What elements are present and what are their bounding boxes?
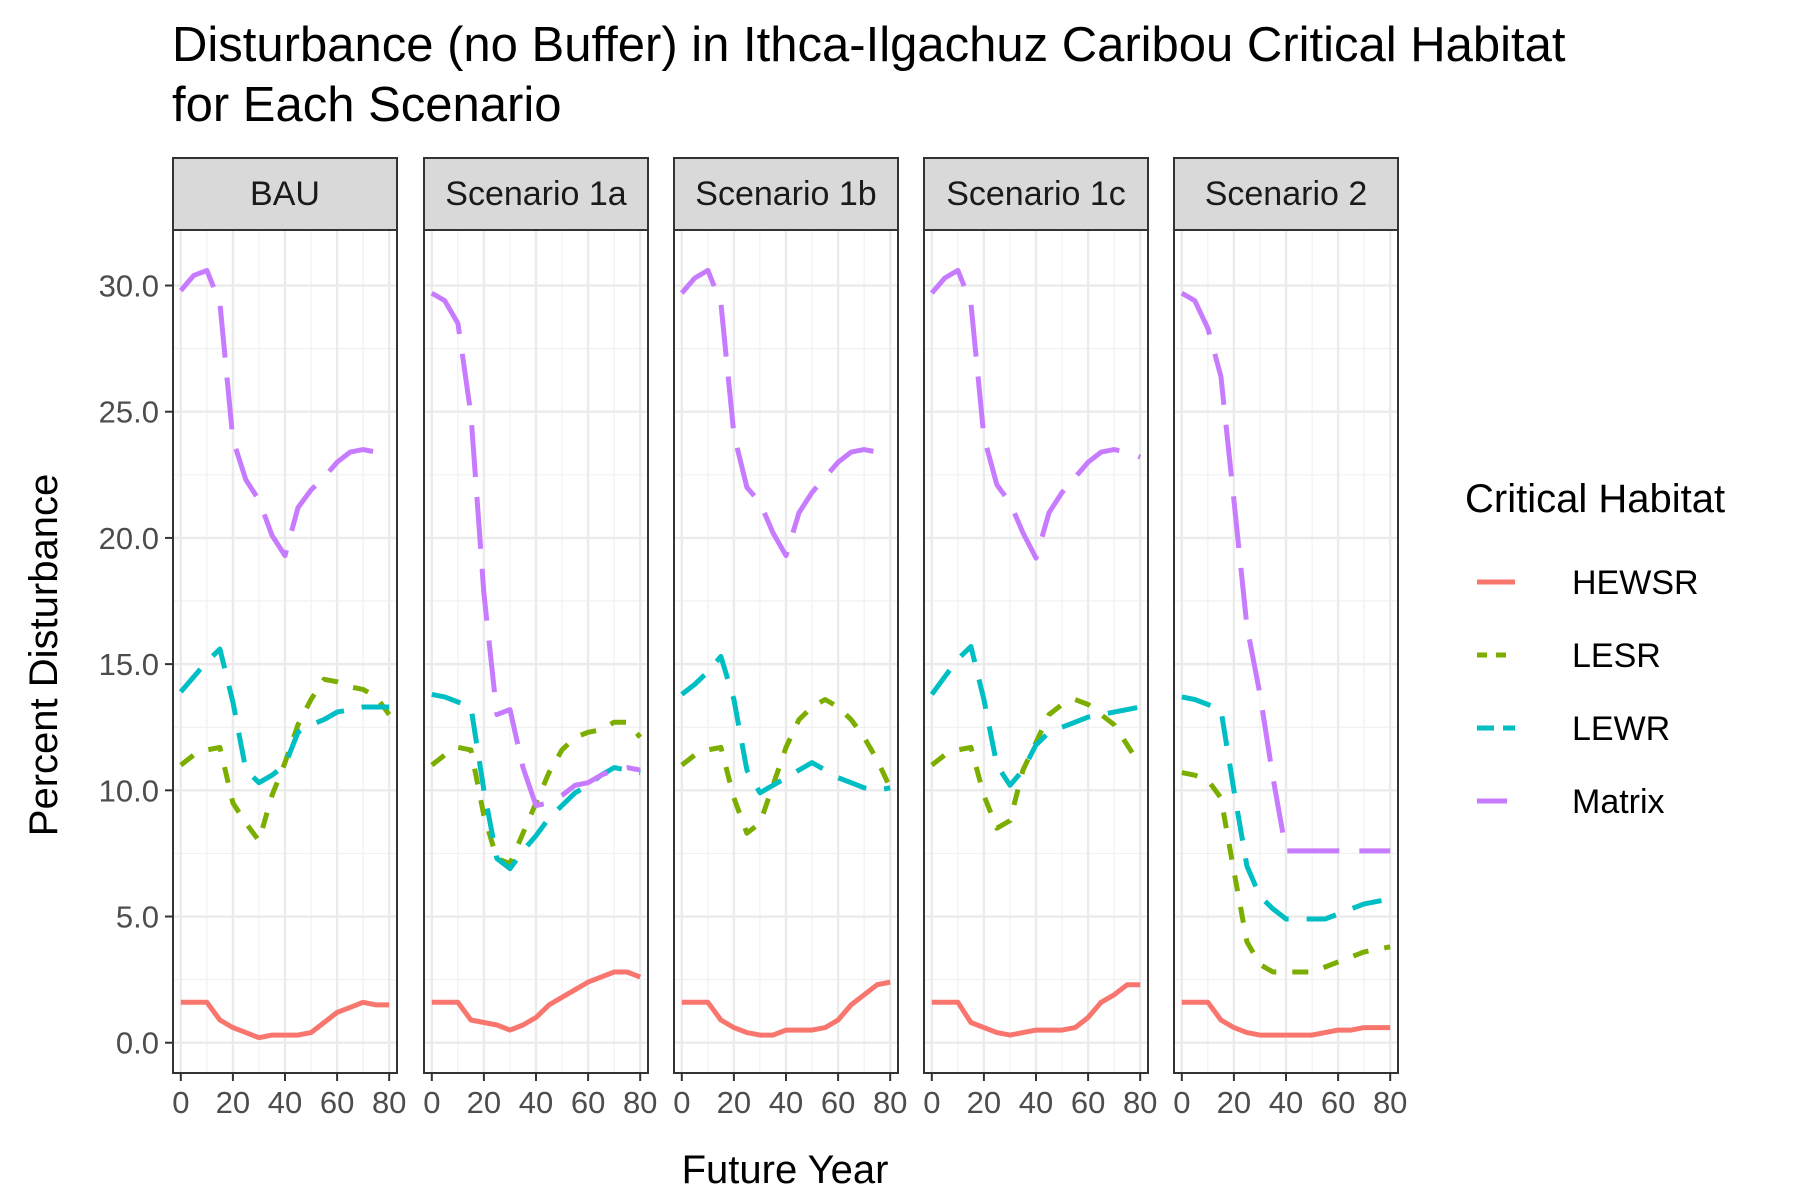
x-tick-label: 20 xyxy=(717,1085,751,1120)
x-tick-label: 0 xyxy=(673,1085,690,1120)
strip-label: Scenario 1a xyxy=(445,175,627,213)
facet-scenario-2: Scenario 2 0 20 40 60 80 xyxy=(1173,157,1407,1120)
series-line-matrix xyxy=(430,290,641,808)
legend: Critical Habitat HEWSR LESR LEWR Matrix xyxy=(1465,477,1725,821)
x-tick-label: 80 xyxy=(623,1085,657,1120)
series-line-hewsr xyxy=(931,982,1141,1038)
series-line-hewsr xyxy=(431,969,642,1033)
series-line-hewsr xyxy=(180,999,390,1041)
x-tick-label: 80 xyxy=(372,1085,406,1120)
y-axis: 0.0 5.0 10.0 15.0 20.0 25.0 30.0 xyxy=(99,269,173,1061)
chart-title-line-2: for Each Scenario xyxy=(172,78,562,132)
legend-label-lewr: LEWR xyxy=(1572,710,1670,748)
y-tick-label: 15.0 xyxy=(99,647,159,682)
x-axis-title: Future Year xyxy=(682,1148,889,1192)
series-line-lewr xyxy=(680,654,891,796)
strip-background xyxy=(423,157,649,231)
x-tick-label: 60 xyxy=(821,1085,855,1120)
strip-background xyxy=(923,157,1149,231)
facet-scenario-1a: Scenario 1a 0 20 40 60 80 xyxy=(423,157,657,1120)
facet-bau: BAU 0 20 40 60 80 xyxy=(172,157,406,1120)
x-tick-label: 80 xyxy=(1123,1085,1157,1120)
series-line-lewr xyxy=(929,644,1141,788)
x-tick-label: 40 xyxy=(268,1085,302,1120)
series-line-matrix xyxy=(929,267,1142,561)
series-line-hewsr xyxy=(681,979,891,1038)
x-tick-label: 20 xyxy=(467,1085,501,1120)
x-tick-label: 40 xyxy=(519,1085,553,1120)
series-line-lesr xyxy=(1181,770,1391,975)
y-tick-label: 30.0 xyxy=(99,269,159,304)
x-tick-label: 0 xyxy=(423,1085,440,1120)
series-line-matrix xyxy=(178,267,391,559)
series-line-matrix xyxy=(1180,290,1391,854)
facet-scenario-1b: Scenario 1b 0 20 40 60 80 xyxy=(673,157,907,1120)
x-tick-label: 40 xyxy=(1019,1085,1053,1120)
legend-label-hewsr: HEWSR xyxy=(1572,564,1699,602)
x-tick-label: 20 xyxy=(967,1085,1001,1120)
legend-title: Critical Habitat xyxy=(1465,477,1725,521)
x-tick-label: 60 xyxy=(1071,1085,1105,1120)
series-line-lewr xyxy=(1181,694,1391,922)
strip-background xyxy=(673,157,899,231)
series-line-lesr xyxy=(179,676,392,844)
x-tick-label: 0 xyxy=(1173,1085,1190,1120)
y-tick-label: 20.0 xyxy=(99,521,159,556)
strip-background xyxy=(1173,157,1399,231)
x-tick-label: 0 xyxy=(172,1085,189,1120)
x-tick-label: 0 xyxy=(923,1085,940,1120)
y-tick-label: 5.0 xyxy=(116,900,159,935)
strip-label: Scenario 1c xyxy=(946,175,1126,213)
series-line-matrix xyxy=(679,267,892,559)
strip-label: Scenario 2 xyxy=(1205,175,1368,213)
series-line-lewr xyxy=(178,646,390,786)
x-tick-label: 20 xyxy=(1217,1085,1251,1120)
strip-label: BAU xyxy=(250,175,320,213)
y-tick-label: 0.0 xyxy=(116,1026,159,1061)
strip-label: Scenario 1b xyxy=(695,175,876,213)
legend-label-lesr: LESR xyxy=(1572,637,1661,675)
chart-title-line-1: Disturbance (no Buffer) in Ithca-Ilgachu… xyxy=(172,18,1566,72)
y-axis-title: Percent Disturbance xyxy=(22,474,66,836)
x-tick-label: 80 xyxy=(1373,1085,1407,1120)
strip-background xyxy=(172,157,398,231)
x-tick-label: 80 xyxy=(873,1085,907,1120)
x-tick-label: 60 xyxy=(1321,1085,1355,1120)
x-tick-label: 60 xyxy=(320,1085,354,1120)
y-tick-label: 25.0 xyxy=(99,395,159,430)
x-tick-label: 40 xyxy=(1269,1085,1303,1120)
legend-label-matrix: Matrix xyxy=(1572,783,1665,821)
series-line-lesr xyxy=(680,697,893,836)
x-tick-label: 40 xyxy=(769,1085,803,1120)
series-line-hewsr xyxy=(1181,999,1391,1038)
facet-scenario-1c: Scenario 1c 0 20 40 60 80 xyxy=(923,157,1157,1120)
x-tick-label: 60 xyxy=(571,1085,605,1120)
x-tick-label: 20 xyxy=(216,1085,250,1120)
y-tick-label: 10.0 xyxy=(99,773,159,808)
